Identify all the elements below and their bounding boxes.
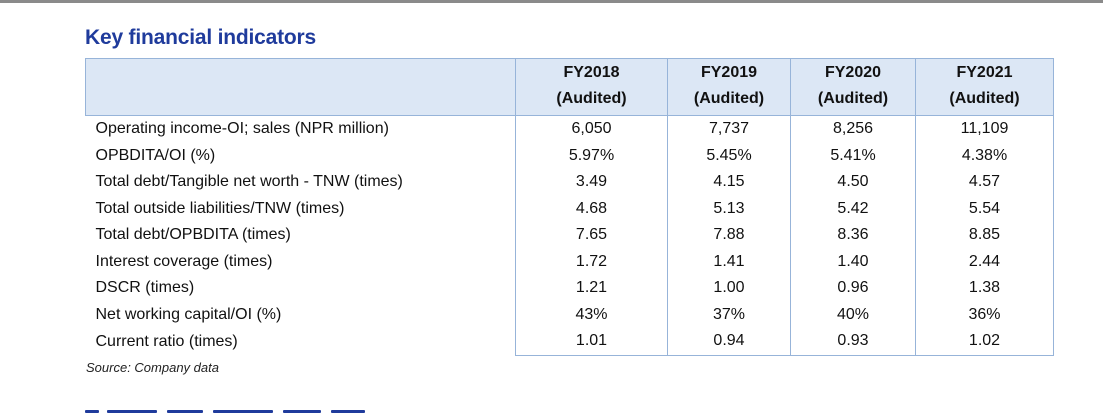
column-header-year: FY2018: [563, 64, 619, 81]
table-cell: 1.21: [516, 275, 668, 302]
table-cell: 7.88: [668, 222, 791, 249]
top-divider: [0, 0, 1103, 3]
table-cell: 5.97%: [516, 143, 668, 170]
table-cell: 7,737: [668, 116, 791, 143]
table-cell: 3.49: [516, 169, 668, 196]
table-cell: 36%: [916, 302, 1054, 329]
table-row: Total outside liabilities/TNW (times) 4.…: [86, 196, 1054, 223]
row-label: Operating income-OI; sales (NPR million): [86, 116, 516, 143]
column-header-year: FY2020: [825, 64, 881, 81]
table-row: OPBDITA/OI (%) 5.97% 5.45% 5.41% 4.38%: [86, 143, 1054, 170]
table-cell: 1.72: [516, 249, 668, 276]
table-cell: 1.41: [668, 249, 791, 276]
table-cell: 4.57: [916, 169, 1054, 196]
table-cell: 1.00: [668, 275, 791, 302]
table-cell: 1.02: [916, 328, 1054, 355]
column-header: FY2019 (Audited): [668, 59, 791, 116]
row-label: Total debt/OPBDITA (times): [86, 222, 516, 249]
row-label: Interest coverage (times): [86, 249, 516, 276]
column-header-year: FY2021: [956, 64, 1012, 81]
table-cell: 40%: [791, 302, 916, 329]
table-row: Operating income-OI; sales (NPR million)…: [86, 116, 1054, 143]
table-cell: 5.42: [791, 196, 916, 223]
table-cell: 0.94: [668, 328, 791, 355]
column-header-status: (Audited): [818, 90, 888, 107]
row-label: OPBDITA/OI (%): [86, 143, 516, 170]
cropped-next-heading: [85, 404, 415, 417]
section-title: Key financial indicators: [85, 26, 316, 50]
table-cell: 0.96: [791, 275, 916, 302]
table-cell: 1.40: [791, 249, 916, 276]
table-cell: 0.93: [791, 328, 916, 355]
table-row: DSCR (times) 1.21 1.00 0.96 1.38: [86, 275, 1054, 302]
table-cell: 4.50: [791, 169, 916, 196]
header-corner-cell: [86, 59, 516, 116]
column-header-status: (Audited): [694, 90, 764, 107]
table-cell: 8,256: [791, 116, 916, 143]
table-cell: 1.01: [516, 328, 668, 355]
table-cell: 5.41%: [791, 143, 916, 170]
source-note: Source: Company data: [86, 360, 219, 375]
column-header-status: (Audited): [949, 90, 1019, 107]
table-row: Interest coverage (times) 1.72 1.41 1.40…: [86, 249, 1054, 276]
row-label: Total debt/Tangible net worth - TNW (tim…: [86, 169, 516, 196]
document-page: Key financial indicators FY2018 (Audited…: [0, 0, 1103, 417]
table-cell: 4.68: [516, 196, 668, 223]
table-row: Total debt/Tangible net worth - TNW (tim…: [86, 169, 1054, 196]
column-header-year: FY2019: [701, 64, 757, 81]
table-cell: 5.45%: [668, 143, 791, 170]
table-cell: 8.36: [791, 222, 916, 249]
table-cell: 7.65: [516, 222, 668, 249]
column-header: FY2021 (Audited): [916, 59, 1054, 116]
table-cell: 2.44: [916, 249, 1054, 276]
table-cell: 4.15: [668, 169, 791, 196]
key-financial-indicators-table: FY2018 (Audited) FY2019 (Audited) FY2020…: [85, 58, 1054, 356]
row-label: Total outside liabilities/TNW (times): [86, 196, 516, 223]
table-row: Net working capital/OI (%) 43% 37% 40% 3…: [86, 302, 1054, 329]
table-cell: 11,109: [916, 116, 1054, 143]
table-cell: 5.54: [916, 196, 1054, 223]
row-label: DSCR (times): [86, 275, 516, 302]
row-label: Current ratio (times): [86, 328, 516, 355]
table-cell: 8.85: [916, 222, 1054, 249]
table-cell: 4.38%: [916, 143, 1054, 170]
table-cell: 1.38: [916, 275, 1054, 302]
table-cell: 5.13: [668, 196, 791, 223]
table-cell: 37%: [668, 302, 791, 329]
table-header-row: FY2018 (Audited) FY2019 (Audited) FY2020…: [86, 59, 1054, 116]
column-header: FY2020 (Audited): [791, 59, 916, 116]
column-header-status: (Audited): [556, 90, 626, 107]
table-cell: 43%: [516, 302, 668, 329]
column-header: FY2018 (Audited): [516, 59, 668, 116]
row-label: Net working capital/OI (%): [86, 302, 516, 329]
table-row: Total debt/OPBDITA (times) 7.65 7.88 8.3…: [86, 222, 1054, 249]
table-cell: 6,050: [516, 116, 668, 143]
table-row: Current ratio (times) 1.01 0.94 0.93 1.0…: [86, 328, 1054, 355]
